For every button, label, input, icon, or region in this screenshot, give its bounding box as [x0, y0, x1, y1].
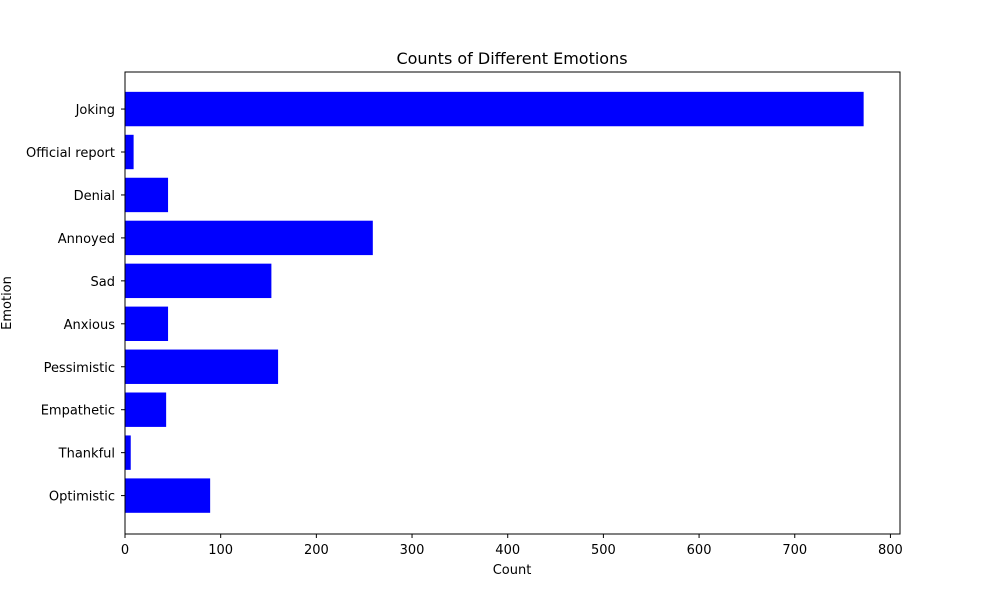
- y-tick-label: Thankful: [58, 447, 115, 462]
- x-tick-label: 800: [878, 543, 903, 558]
- x-tick-label: 300: [400, 543, 425, 558]
- y-tick-label: Sad: [91, 275, 115, 290]
- y-tick-label: Empathetic: [41, 404, 115, 419]
- y-tick-label: Optimistic: [49, 490, 115, 505]
- y-axis: Optimistic Thankful Empathetic Pessimistic A…: [26, 103, 125, 505]
- bar-anxious: [125, 306, 169, 341]
- x-tick-label: 0: [121, 543, 129, 558]
- bar-denial: [125, 177, 169, 213]
- y-tick-label: Joking: [75, 103, 115, 118]
- y-tick-label: Official report: [26, 146, 115, 161]
- x-tick-label: 600: [687, 543, 712, 558]
- bar-empathetic: [125, 392, 167, 427]
- bar-sad: [125, 263, 272, 299]
- y-tick-label: Pessimistic: [44, 361, 115, 376]
- bar-annoyed: [125, 220, 373, 256]
- bar-pessimistic: [125, 349, 279, 384]
- x-tick-label: 200: [304, 543, 329, 558]
- x-tick-label: 100: [208, 543, 233, 558]
- plot-frame: [124, 71, 901, 535]
- y-tick-label: Annoyed: [58, 232, 115, 247]
- y-tick-label: Anxious: [64, 318, 116, 333]
- x-tick-label: 400: [495, 543, 520, 558]
- chart-title: Counts of Different Emotions: [396, 49, 627, 68]
- x-tick-label: 500: [591, 543, 616, 558]
- y-tick-label: Denial: [74, 189, 115, 204]
- x-tick-label: 700: [782, 543, 807, 558]
- x-axis: 0 100 200 300 400 500 600 700 800: [121, 534, 903, 558]
- bar-optimistic: [125, 478, 211, 513]
- y-axis-label: Emotion: [0, 276, 15, 330]
- bars-group: [125, 91, 864, 513]
- x-axis-label: Count: [493, 563, 532, 578]
- bar-official-report: [125, 134, 134, 170]
- bar-joking: [125, 91, 864, 127]
- bar-thankful: [125, 435, 131, 470]
